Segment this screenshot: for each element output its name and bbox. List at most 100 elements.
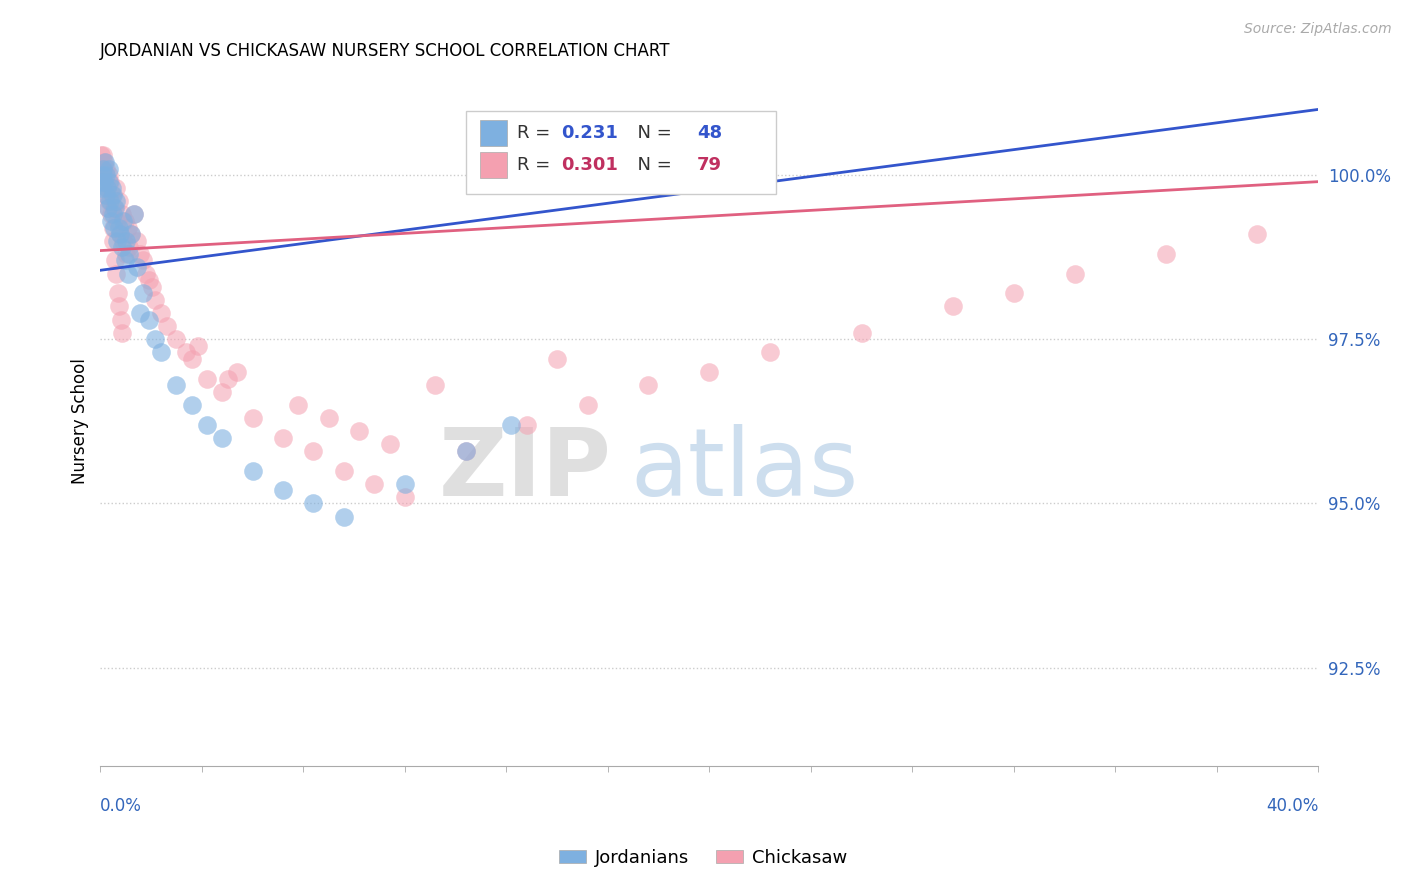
Point	[242, 411, 264, 425]
Point	[107, 220, 129, 235]
Point	[118, 240, 141, 254]
Point	[91, 161, 114, 176]
Point	[90, 168, 112, 182]
Point	[141, 279, 163, 293]
Point	[1246, 227, 1268, 242]
Point	[111, 240, 134, 254]
Text: 0.0%: 0.0%	[100, 797, 142, 814]
Point	[851, 326, 873, 340]
Text: 0.301: 0.301	[561, 156, 617, 174]
Point	[117, 220, 139, 235]
Point	[120, 227, 142, 242]
Point	[101, 234, 124, 248]
Point	[97, 168, 120, 182]
Point	[1063, 267, 1085, 281]
Point	[97, 175, 120, 189]
Point	[226, 365, 249, 379]
Point	[195, 371, 218, 385]
Point	[117, 267, 139, 281]
Point	[759, 345, 782, 359]
Point	[100, 214, 122, 228]
Point	[217, 371, 239, 385]
Point	[129, 306, 152, 320]
Point	[97, 201, 120, 215]
Point	[110, 312, 132, 326]
Point	[501, 417, 523, 432]
Point	[104, 194, 127, 209]
Point	[180, 398, 202, 412]
Point	[287, 398, 309, 412]
Point	[150, 306, 173, 320]
Text: ZIP: ZIP	[439, 424, 612, 516]
Point	[166, 378, 188, 392]
Point	[101, 181, 124, 195]
Point	[143, 332, 166, 346]
Point	[138, 273, 160, 287]
Point	[132, 286, 155, 301]
Point	[98, 194, 121, 209]
Point	[91, 168, 114, 182]
Point	[111, 207, 134, 221]
Point	[90, 181, 112, 195]
Point	[96, 181, 118, 195]
Point	[94, 187, 117, 202]
Point	[105, 267, 128, 281]
Point	[108, 227, 131, 242]
Point	[122, 207, 145, 221]
Point	[333, 464, 356, 478]
Point	[96, 168, 118, 182]
Point	[394, 476, 416, 491]
Point	[454, 443, 477, 458]
Point	[211, 384, 233, 399]
Point	[107, 286, 129, 301]
Point	[132, 253, 155, 268]
Point	[115, 247, 138, 261]
Point	[135, 267, 157, 281]
Point	[150, 345, 173, 359]
Point	[96, 161, 118, 176]
Point	[93, 161, 115, 176]
Point	[118, 247, 141, 261]
Point	[96, 181, 118, 195]
Point	[107, 194, 129, 209]
Text: R =: R =	[517, 156, 555, 174]
Point	[271, 483, 294, 498]
Point	[187, 339, 209, 353]
Point	[104, 181, 127, 195]
Point	[378, 437, 401, 451]
Point	[425, 378, 447, 392]
Point	[333, 509, 356, 524]
Point	[195, 417, 218, 432]
Point	[697, 365, 720, 379]
Text: Source: ZipAtlas.com: Source: ZipAtlas.com	[1244, 22, 1392, 37]
FancyBboxPatch shape	[465, 112, 776, 194]
Point	[363, 476, 385, 491]
Point	[143, 293, 166, 307]
Point	[101, 187, 124, 202]
Point	[120, 227, 142, 242]
Point	[97, 201, 120, 215]
Point	[94, 187, 117, 202]
Point	[93, 175, 115, 189]
Text: 48: 48	[697, 124, 723, 142]
Point	[101, 187, 124, 202]
Point	[516, 417, 538, 432]
Point	[166, 332, 188, 346]
Point	[347, 424, 370, 438]
Point	[104, 253, 127, 268]
Point	[100, 207, 122, 221]
Point	[211, 431, 233, 445]
Point	[454, 443, 477, 458]
Point	[111, 326, 134, 340]
Point	[115, 234, 138, 248]
Point	[138, 312, 160, 326]
Point	[101, 207, 124, 221]
Point	[156, 319, 179, 334]
Point	[180, 351, 202, 366]
Text: atlas: atlas	[630, 424, 859, 516]
Point	[93, 175, 115, 189]
Point	[125, 260, 148, 274]
Point	[942, 299, 965, 313]
Point	[103, 220, 125, 235]
Point	[108, 299, 131, 313]
